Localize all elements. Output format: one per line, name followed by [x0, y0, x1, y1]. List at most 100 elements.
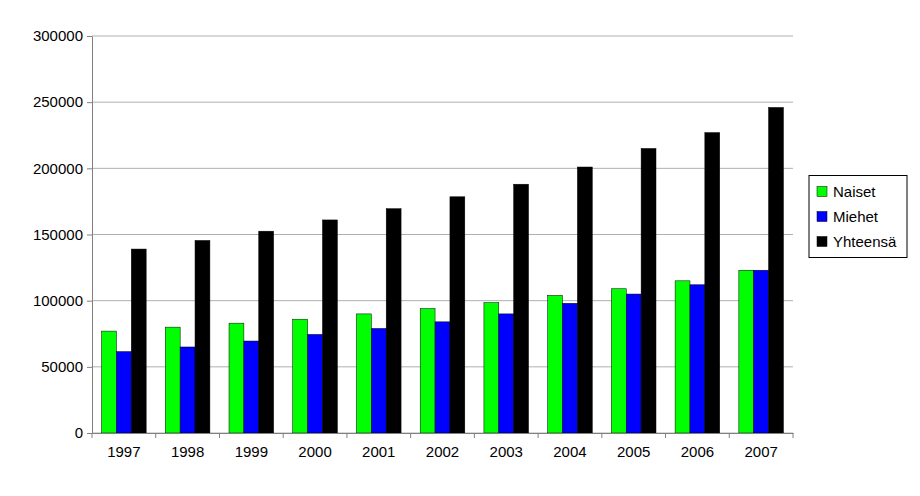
- separator: [793, 433, 794, 438]
- tick: 100000: [33, 292, 92, 309]
- bar: [244, 341, 259, 433]
- bar: [611, 289, 626, 433]
- tick-mark: [87, 367, 92, 368]
- bar: [563, 303, 578, 433]
- legend-swatch: [817, 237, 827, 247]
- bar: [769, 107, 784, 433]
- separator: [92, 433, 93, 438]
- series: [131, 107, 783, 433]
- tick: 250000: [33, 93, 92, 110]
- plot: 0 50000 100000 150000 200000 250000 300000 1997…: [33, 27, 794, 459]
- category-separators: [92, 433, 793, 438]
- bar: [165, 327, 180, 433]
- background: [0, 0, 920, 496]
- tick: 50000: [41, 358, 92, 375]
- grid-line: [92, 36, 793, 37]
- axis-line: [93, 433, 794, 434]
- tick: 2000: [298, 433, 331, 460]
- series: [116, 270, 768, 433]
- grid-line: [92, 102, 793, 103]
- bar: [705, 133, 720, 433]
- tick-mark: [87, 301, 92, 302]
- tick-mark: [87, 36, 92, 37]
- bar: [675, 281, 690, 433]
- tick: 150000: [33, 226, 92, 243]
- separator: [346, 433, 347, 438]
- tick-label: 2005: [617, 443, 650, 460]
- bar: [626, 294, 641, 433]
- tick-label: 2004: [553, 443, 586, 460]
- tick: 2006: [681, 433, 714, 460]
- tick: 2003: [490, 433, 523, 460]
- tick: 2001: [362, 433, 395, 460]
- bar: [641, 148, 656, 433]
- tick-label: 2001: [362, 443, 395, 460]
- bar: [102, 331, 117, 433]
- bar: [577, 167, 592, 433]
- separator: [665, 433, 666, 438]
- axis-line: [92, 37, 93, 434]
- x-axis: 1997 1998 1999 2000 2001 2002 2003 2004 2005 2006…: [92, 433, 794, 460]
- bar: [195, 240, 210, 433]
- tick-label: 2000: [298, 443, 331, 460]
- legend-swatch: [817, 187, 827, 197]
- legend: Naiset Miehet Yhteensä: [809, 176, 907, 258]
- bar: [690, 285, 705, 433]
- bar: [754, 270, 769, 433]
- bar: [356, 314, 371, 433]
- tick-label: 150000: [33, 226, 83, 243]
- tick-label: 2006: [681, 443, 714, 460]
- bar: [514, 184, 529, 433]
- tick-label: 1998: [171, 443, 204, 460]
- tick-mark: [87, 433, 92, 434]
- bar: [548, 295, 563, 433]
- bar: [180, 347, 195, 433]
- separator: [474, 433, 475, 438]
- tick-label: 1999: [235, 443, 268, 460]
- chart: 0 50000 100000 150000 200000 250000 300000 1997…: [0, 0, 920, 496]
- legend-label: Miehet: [833, 208, 879, 225]
- bar: [229, 323, 244, 433]
- tick-label: 300000: [33, 27, 83, 44]
- separator: [410, 433, 411, 438]
- tick: 0: [75, 424, 92, 441]
- bar: [322, 220, 337, 433]
- tick-label: 1997: [107, 443, 140, 460]
- tick-label: 2007: [744, 443, 777, 460]
- legend-label: Naiset: [833, 183, 876, 200]
- tick: 2007: [744, 433, 777, 460]
- tick: 300000: [33, 27, 92, 44]
- bar: [131, 249, 146, 433]
- separator: [283, 433, 284, 438]
- grid-line: [92, 168, 793, 169]
- separator: [538, 433, 539, 438]
- legend-box: [809, 176, 907, 258]
- bar: [484, 303, 499, 433]
- tick-label: 100000: [33, 292, 83, 309]
- tick: 1999: [235, 433, 268, 460]
- separator: [219, 433, 220, 438]
- tick: 200000: [33, 160, 92, 177]
- tick: 2005: [617, 433, 650, 460]
- bar: [371, 328, 386, 433]
- tick-label: 2002: [426, 443, 459, 460]
- legend-swatch: [817, 212, 827, 222]
- bars: [102, 107, 784, 433]
- tick: 1997: [107, 433, 140, 460]
- grid: [92, 36, 793, 433]
- tick-label: 200000: [33, 160, 83, 177]
- bar: [308, 334, 323, 433]
- tick: 2004: [553, 433, 586, 460]
- bar: [450, 197, 465, 433]
- tick-mark: [87, 102, 92, 103]
- tick-label: 50000: [41, 358, 83, 375]
- bar: [420, 309, 435, 433]
- grid-line: [92, 234, 793, 235]
- tick-mark: [87, 168, 92, 169]
- bar: [116, 352, 131, 433]
- bar: [259, 231, 274, 433]
- tick-mark: [87, 235, 92, 236]
- separator: [155, 433, 156, 438]
- legend-label: Yhteensä: [833, 233, 897, 250]
- tick-label: 0: [75, 424, 83, 441]
